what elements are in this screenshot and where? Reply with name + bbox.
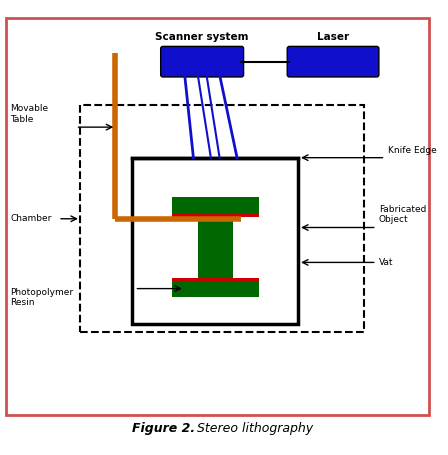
Bar	[172, 281, 259, 297]
Bar	[172, 197, 259, 213]
Text: Scanner system: Scanner system	[155, 32, 249, 42]
Text: Movable
Table: Movable Table	[10, 104, 48, 124]
Bar	[172, 197, 259, 217]
Text: Knife Edge: Knife Edge	[388, 147, 436, 156]
Bar	[80, 105, 364, 332]
Text: Chamber: Chamber	[10, 214, 52, 223]
FancyBboxPatch shape	[161, 46, 244, 77]
Bar	[132, 158, 298, 324]
FancyBboxPatch shape	[287, 46, 379, 77]
Text: Laser: Laser	[317, 32, 349, 42]
Text: Fabricated
Object: Fabricated Object	[379, 205, 426, 224]
Bar	[172, 278, 259, 297]
Text: Figure 2.: Figure 2.	[132, 422, 195, 435]
Text: Stereo lithography: Stereo lithography	[194, 422, 314, 435]
Bar	[198, 217, 233, 278]
Text: Photopolymer
Resin: Photopolymer Resin	[10, 288, 73, 307]
Text: Vat: Vat	[379, 258, 393, 267]
